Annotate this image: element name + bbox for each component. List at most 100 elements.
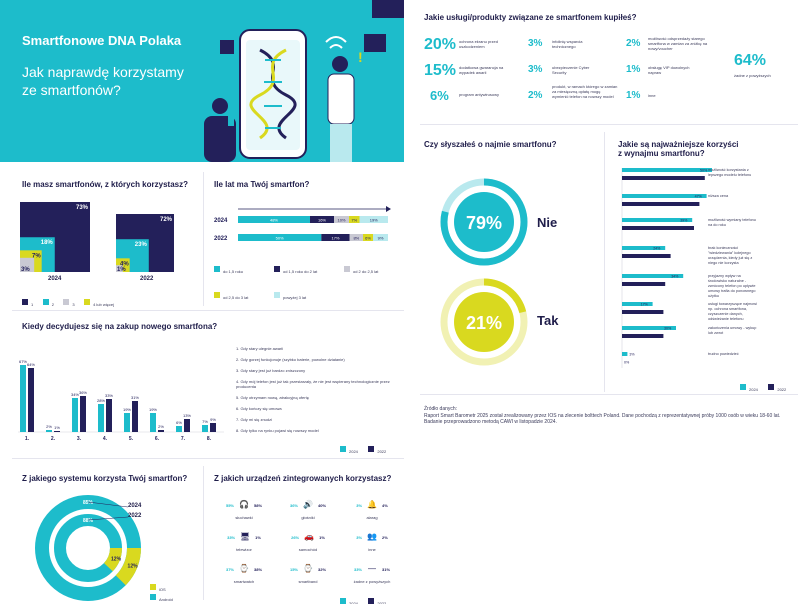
device-icon: 🚗 [304, 532, 315, 541]
os-year-leader [87, 501, 129, 508]
benefits-value-label: 46% [693, 176, 701, 180]
service-pct: 15% [424, 62, 457, 79]
device-icon: ⌚ [239, 564, 249, 573]
decide-category-label: 3. [77, 436, 82, 442]
legend-swatch [214, 265, 220, 272]
device-item: 36% 🔊 40% głośniki [278, 494, 338, 520]
benefits-bar [622, 352, 628, 356]
count-value-label: 72% [160, 217, 173, 223]
age-segment-label: 6% [365, 235, 371, 240]
legend-swatch [344, 265, 350, 272]
os-legend: iOS Android [150, 582, 173, 602]
device-icon: ⌚ [303, 564, 313, 573]
decide-value-label: 28% [97, 398, 105, 403]
device-pct-2024: 26% [291, 535, 300, 540]
service-item: 20% [424, 36, 456, 54]
divider [203, 172, 204, 306]
heard-no-label: Nie [537, 215, 558, 230]
heard-title: Czy słyszałeś o najmie smartfonu? [424, 140, 557, 149]
services-none-text: żadne z powyższych [734, 73, 771, 78]
heard-yes-arc [440, 278, 528, 366]
benefits-category-label: lub zwrot [708, 331, 724, 335]
legend-label: 2022 [377, 601, 387, 604]
benefits-bar [622, 274, 684, 278]
os-ios-label: 12% [128, 563, 139, 569]
benefits-category-label: odświeżanie telefonu [708, 317, 743, 321]
benefits-category-label: niższa cena [708, 194, 729, 198]
benefits-category-label: możliwość wymiany telefonu [708, 218, 756, 222]
hero-subtitle-line1: Jak naprawdę korzystamy [22, 64, 184, 80]
benefits-value-label: 17% [641, 302, 649, 306]
decide-value-label: 13% [183, 413, 191, 418]
decide-bar [184, 419, 190, 432]
age-segment [238, 234, 322, 241]
count-year-a: 2024 [48, 276, 62, 282]
age-segment-label: 17% [331, 235, 339, 240]
decide-category-label: 6. [155, 436, 160, 442]
svg-text:!: ! [358, 49, 363, 65]
devices-legend: 2024 2022 [340, 592, 386, 604]
age-year-label: 2024 [214, 218, 228, 224]
legend-swatch [150, 593, 156, 600]
age-segment-label: 48% [270, 217, 278, 222]
decide-value-label: 6% [176, 420, 182, 425]
decide-bar [46, 430, 52, 432]
benefits-value-label: 50% [700, 168, 708, 172]
legend-label: iOS [159, 587, 166, 592]
age-segment-label: 7% [351, 217, 357, 222]
os-android-label: 88% [83, 518, 94, 524]
device-item: 26% 🚗 1% samochód [278, 526, 338, 552]
count-value-label: 1% [117, 267, 126, 273]
decide-bar [106, 399, 112, 432]
service-pct: 1% [626, 64, 641, 75]
reason-item: 8. Gdy tylko na rynku pojawi się nowszy … [236, 428, 319, 433]
legend-label: od 2 do 2,5 lat [353, 269, 379, 274]
devices-grid: 55% 🎧 58% słuchawki 36% 🔊 40% głośniki 3% 🔔 4% alar… [214, 494, 404, 586]
benefits-bar [622, 168, 712, 172]
legend-swatch [150, 583, 156, 590]
decide-value-label: 19% [149, 407, 157, 412]
services-none-pct: 64% [734, 52, 767, 69]
device-icon: 🎧 [239, 500, 249, 509]
count-square [20, 257, 35, 272]
device-item: 15% ⌚ 32% smartband [278, 558, 338, 584]
age-segment-label: 8% [353, 235, 359, 240]
device-name: alarag [366, 515, 378, 520]
decide-value-label: 64% [27, 362, 35, 367]
benefits-category-label: brak konieczności [708, 246, 738, 250]
legend-label: od 1,5 roku do 2 lat [283, 269, 318, 274]
service-pct: 6% [430, 88, 449, 103]
device-pct-2022: 4% [382, 503, 388, 508]
decide-category-label: 2. [51, 436, 56, 442]
legend-swatch-2024 [740, 383, 746, 390]
decide-value-label: 9% [210, 417, 216, 422]
device-pct-2024: 55% [225, 503, 234, 508]
hero-title: Smartfonowe DNA Polaka [22, 33, 182, 48]
benefits-category-label: zakończenia umowy - wykup [708, 326, 756, 330]
device-item: 3% 🔔 4% alarag [342, 494, 402, 520]
os-title: Z jakiego systemu korzysta Twój smartfon… [22, 474, 188, 483]
decide-bar [132, 401, 138, 432]
decide-bar [158, 430, 164, 432]
benefits-category-label: trudno powiedzieć [708, 352, 739, 356]
benefits-category-label: usługi towarzyszące najmowi [708, 302, 757, 306]
age-axis-arrowhead [386, 206, 391, 212]
service-pct: 1% [626, 90, 641, 101]
benefits-value-label: 24% [653, 282, 661, 286]
decide-chart: 67%64%1.2% 1%2.34% 36%3.28%33%4.19%31%5.19… [18, 359, 224, 442]
os-year-leader [87, 516, 129, 521]
reason-item: 7. Gdy mi się znudzi [236, 417, 273, 422]
benefits-category-label: urządzenia, kiedy już się z [708, 256, 752, 260]
decide-bar [210, 423, 216, 432]
legend-swatch-2024 [340, 445, 346, 452]
decide-value-label: 34% [71, 392, 79, 397]
service-text: inne [648, 93, 656, 98]
decide-value-label: 33% [105, 393, 113, 398]
legend-swatch-2022 [368, 445, 375, 452]
device-item: 37% ⌚ 38% smartwatch [214, 558, 274, 584]
benefits-bar [622, 326, 676, 330]
legend-label: 2024 [349, 601, 358, 604]
os-ring-ios [35, 495, 141, 601]
divider [12, 458, 404, 459]
benefits-category-label: czyszczenie danych, [708, 312, 743, 316]
